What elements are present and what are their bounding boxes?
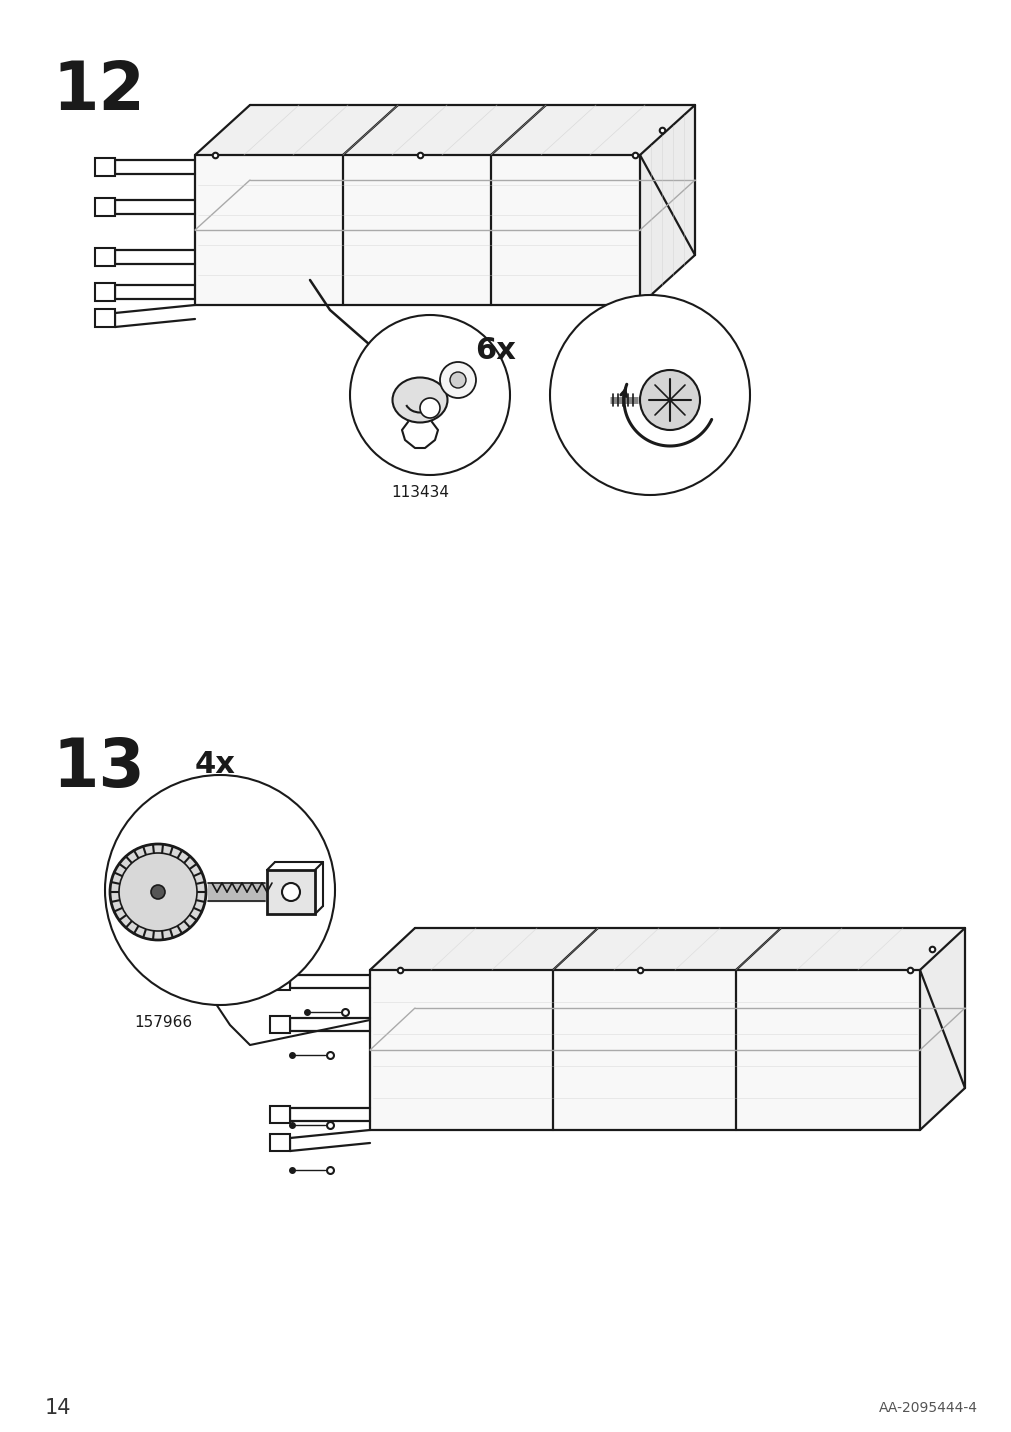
Polygon shape (370, 928, 964, 969)
Polygon shape (919, 928, 964, 1130)
Bar (267, 871, 314, 914)
Text: 157966: 157966 (133, 1015, 192, 1030)
Circle shape (105, 775, 335, 1005)
Text: 14: 14 (44, 1398, 72, 1418)
Circle shape (639, 369, 700, 430)
Bar (270, 972, 290, 990)
Circle shape (420, 398, 440, 418)
Bar (95, 309, 115, 326)
Circle shape (549, 295, 749, 495)
Polygon shape (195, 105, 695, 155)
Text: 13: 13 (52, 735, 145, 800)
Text: 6x: 6x (474, 335, 516, 365)
Bar (95, 284, 115, 301)
Polygon shape (370, 969, 919, 1130)
Bar (95, 198, 115, 216)
Text: 4x: 4x (195, 750, 236, 779)
Text: 113434: 113434 (390, 485, 449, 500)
Polygon shape (195, 155, 639, 305)
Bar (95, 158, 115, 176)
Bar (95, 248, 115, 266)
Circle shape (350, 315, 510, 475)
Circle shape (282, 884, 299, 901)
Text: 12: 12 (52, 59, 145, 125)
Circle shape (119, 853, 197, 931)
Bar (270, 1106, 290, 1123)
Bar (270, 1134, 290, 1151)
Circle shape (450, 372, 465, 388)
Circle shape (151, 885, 165, 899)
Circle shape (440, 362, 475, 398)
Circle shape (110, 843, 206, 939)
Text: AA-2095444-4: AA-2095444-4 (879, 1400, 977, 1415)
Ellipse shape (392, 378, 447, 422)
Polygon shape (639, 105, 695, 305)
Bar (270, 1015, 290, 1032)
